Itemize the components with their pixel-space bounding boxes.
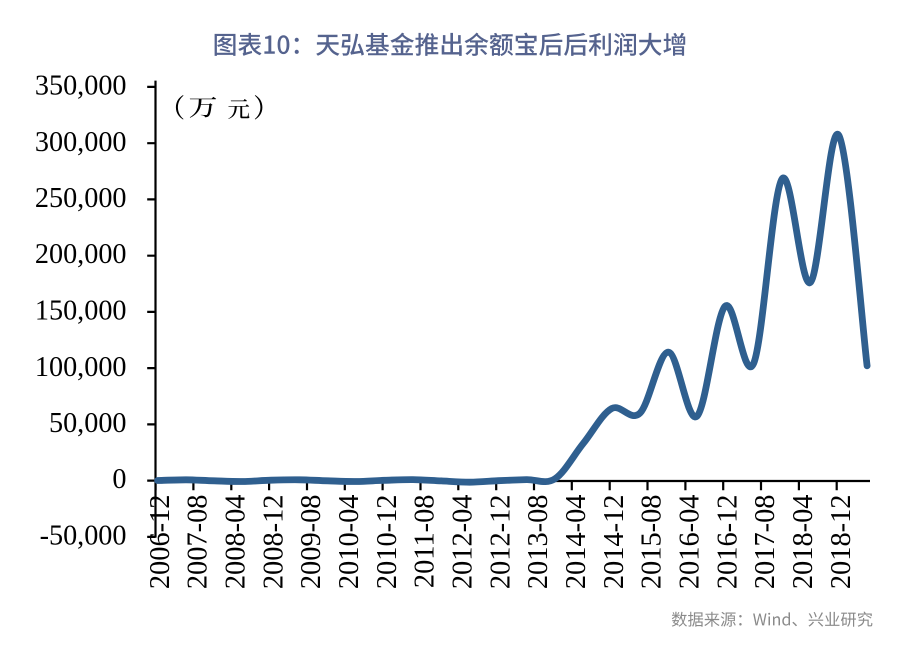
svg-text:2008-04: 2008-04 bbox=[221, 495, 252, 590]
svg-text:2018-04: 2018-04 bbox=[788, 495, 819, 590]
svg-text:100,000: 100,000 bbox=[35, 352, 127, 383]
svg-text:2013-08: 2013-08 bbox=[523, 495, 554, 590]
svg-text:2015-08: 2015-08 bbox=[637, 495, 668, 590]
svg-text:2014-04: 2014-04 bbox=[561, 495, 592, 590]
svg-text:2006-12: 2006-12 bbox=[145, 495, 176, 590]
svg-text:150,000: 150,000 bbox=[35, 296, 127, 327]
svg-text:2012-12: 2012-12 bbox=[485, 495, 516, 590]
svg-text:250,000: 250,000 bbox=[35, 183, 127, 214]
svg-text:2010-04: 2010-04 bbox=[334, 495, 365, 590]
svg-text:2017-08: 2017-08 bbox=[750, 495, 781, 590]
svg-text:2018-12: 2018-12 bbox=[826, 495, 857, 590]
svg-text:2008-12: 2008-12 bbox=[258, 495, 289, 590]
svg-text:2009-08: 2009-08 bbox=[296, 495, 327, 590]
svg-text:-50,000: -50,000 bbox=[40, 521, 127, 552]
svg-text:350,000: 350,000 bbox=[35, 71, 127, 102]
svg-text:0: 0 bbox=[112, 464, 126, 495]
svg-text:2016-12: 2016-12 bbox=[712, 495, 743, 590]
svg-text:300,000: 300,000 bbox=[35, 127, 127, 158]
svg-text:2014-12: 2014-12 bbox=[599, 495, 630, 590]
svg-text:2010-12: 2010-12 bbox=[372, 495, 403, 590]
svg-text:2016-04: 2016-04 bbox=[675, 495, 706, 590]
svg-text:50,000: 50,000 bbox=[49, 408, 127, 439]
svg-text:2012-04: 2012-04 bbox=[448, 495, 479, 590]
svg-text:2007-08: 2007-08 bbox=[183, 495, 214, 590]
svg-text:2011-08: 2011-08 bbox=[410, 495, 441, 589]
svg-text:200,000: 200,000 bbox=[35, 239, 127, 270]
